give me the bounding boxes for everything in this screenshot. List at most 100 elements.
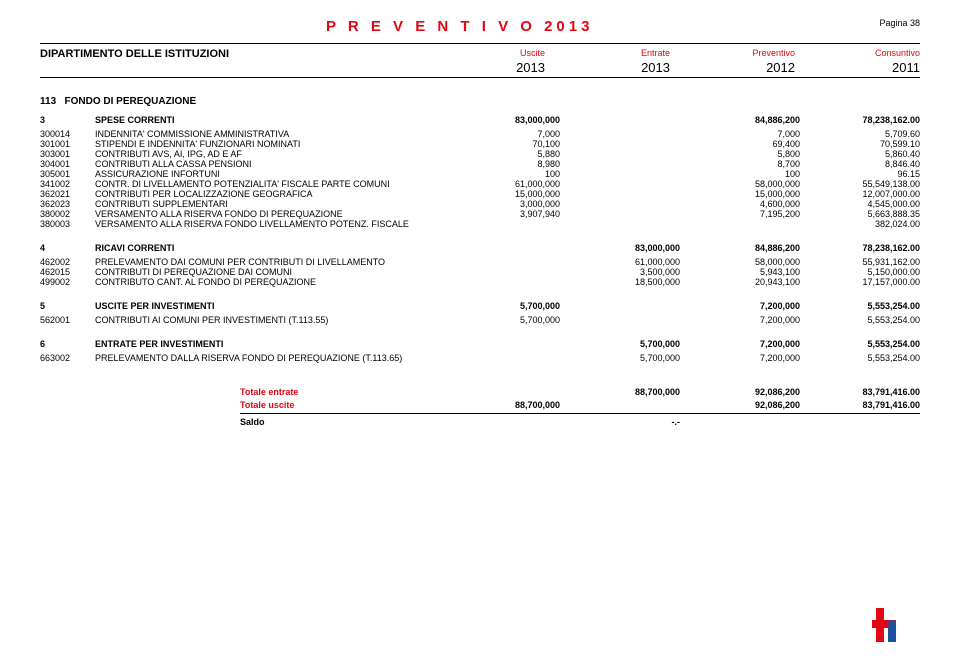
line-label: CONTRIBUTI ALLA CASSA PENSIONI — [95, 159, 440, 169]
group-value — [440, 243, 560, 253]
line-value: 4,600,000 — [680, 199, 800, 209]
group-value: 5,700,000 — [440, 301, 560, 311]
line-value: 58,000,000 — [680, 257, 800, 267]
line-value: 69,400 — [680, 139, 800, 149]
group-value: 7,200,000 — [680, 301, 800, 311]
group-spacer — [40, 287, 920, 297]
total-value — [560, 400, 680, 410]
line-value: 7,000 — [680, 129, 800, 139]
col-preventivo: Preventivo 2012 — [670, 48, 795, 75]
line-code: 380003 — [40, 219, 95, 229]
line-value: 8,700 — [680, 159, 800, 169]
line-label: PRELEVAMENTO DAI COMUNI PER CONTRIBUTI D… — [95, 257, 440, 267]
line-value: 12,007,000.00 — [800, 189, 920, 199]
line-row: 301001STIPENDI E INDENNITA' FUNZIONARI N… — [40, 139, 920, 149]
line-value: 61,000,000 — [440, 179, 560, 189]
line-value — [440, 257, 560, 267]
group-label: SPESE CORRENTI — [95, 115, 440, 125]
line-value — [560, 209, 680, 219]
group-label: RICAVI CORRENTI — [95, 243, 440, 253]
line-label: CONTRIBUTI PER LOCALIZZAZIONE GEOGRAFICA — [95, 189, 440, 199]
line-value: 100 — [440, 169, 560, 179]
line-code: 663002 — [40, 353, 95, 363]
total-value: 83,791,416.00 — [800, 387, 920, 397]
saldo-value — [440, 417, 560, 427]
line-label: VERSAMENTO ALLA RISERVA FONDO DI PEREQUA… — [95, 209, 440, 219]
line-label: PRELEVAMENTO DALLA RISERVA FONDO DI PERE… — [95, 353, 440, 363]
group-value: 84,886,200 — [680, 115, 800, 125]
line-row: 462015CONTRIBUTI DI PEREQUAZIONE DAI COM… — [40, 267, 920, 277]
line-label: CONTRIBUTI AI COMUNI PER INVESTIMENTI (T… — [95, 315, 440, 325]
line-code: 362023 — [40, 199, 95, 209]
line-value: 18,500,000 — [560, 277, 680, 287]
col-year: 2011 — [795, 60, 920, 75]
line-value: 100 — [680, 169, 800, 179]
line-value — [560, 179, 680, 189]
totale-entrate-row: Totale entrate 88,700,000 92,086,200 83,… — [240, 387, 920, 397]
line-code: 305001 — [40, 169, 95, 179]
document-page: P R E V E N T I V O 2013 Pagina 38 DIPAR… — [0, 0, 960, 427]
group-value: 78,238,162.00 — [800, 115, 920, 125]
line-value: 5,800 — [680, 149, 800, 159]
line-value — [560, 315, 680, 325]
line-code: 341002 — [40, 179, 95, 189]
line-value: 5,553,254.00 — [800, 315, 920, 325]
line-code: 303001 — [40, 149, 95, 159]
line-value — [560, 129, 680, 139]
saldo-value — [800, 417, 920, 427]
line-value: 382,024.00 — [800, 219, 920, 229]
department-header-row: DIPARTIMENTO DELLE ISTITUZIONI Uscite 20… — [40, 43, 920, 78]
line-row: 341002CONTR. DI LIVELLAMENTO POTENZIALIT… — [40, 179, 920, 189]
line-row: 380003VERSAMENTO ALLA RISERVA FONDO LIVE… — [40, 219, 920, 229]
total-value: 92,086,200 — [680, 400, 800, 410]
col-consuntivo: Consuntivo 2011 — [795, 48, 920, 75]
line-code: 300014 — [40, 129, 95, 139]
groups-container: 3SPESE CORRENTI83,000,00084,886,20078,23… — [40, 115, 920, 373]
line-label: CONTRIBUTO CANT. AL FONDO DI PEREQUAZION… — [95, 277, 440, 287]
column-headers: Uscite 2013 Entrate 2013 Preventivo 2012… — [420, 48, 920, 75]
col-uscite: Uscite 2013 — [420, 48, 545, 75]
group-value: 7,200,000 — [680, 339, 800, 349]
line-value: 5,553,254.00 — [800, 353, 920, 363]
line-code: 562001 — [40, 315, 95, 325]
col-label: Consuntivo — [795, 48, 920, 58]
line-row: 300014INDENNITA' COMMISSIONE AMMINISTRAT… — [40, 129, 920, 139]
line-value — [560, 189, 680, 199]
line-value: 5,700,000 — [560, 353, 680, 363]
line-value: 5,860.40 — [800, 149, 920, 159]
fondo-label: FONDO DI PEREQUAZIONE — [64, 96, 196, 107]
line-value: 8,980 — [440, 159, 560, 169]
line-value — [560, 149, 680, 159]
line-value: 17,157,000.00 — [800, 277, 920, 287]
line-label: CONTRIBUTI DI PEREQUAZIONE DAI COMUNI — [95, 267, 440, 277]
line-row: 499002CONTRIBUTO CANT. AL FONDO DI PEREQ… — [40, 277, 920, 287]
total-value: 88,700,000 — [560, 387, 680, 397]
line-code: 362021 — [40, 189, 95, 199]
col-label: Preventivo — [670, 48, 795, 58]
col-entrate: Entrate 2013 — [545, 48, 670, 75]
line-label: STIPENDI E INDENNITA' FUNZIONARI NOMINAT… — [95, 139, 440, 149]
line-row: 305001ASSICURAZIONE INFORTUNI10010096.15 — [40, 169, 920, 179]
col-year: 2013 — [420, 60, 545, 75]
line-value: 70,100 — [440, 139, 560, 149]
line-value: 7,195,200 — [680, 209, 800, 219]
totals-block: Totale entrate 88,700,000 92,086,200 83,… — [240, 387, 920, 427]
total-value — [440, 387, 560, 397]
line-row: 663002PRELEVAMENTO DALLA RISERVA FONDO D… — [40, 353, 920, 363]
line-row: 362023CONTRIBUTI SUPPLEMENTARI3,000,0004… — [40, 199, 920, 209]
total-value: 88,700,000 — [440, 400, 560, 410]
group-value: 5,553,254.00 — [800, 301, 920, 311]
line-label: INDENNITA' COMMISSIONE AMMINISTRATIVA — [95, 129, 440, 139]
line-value — [440, 277, 560, 287]
group-value — [440, 339, 560, 349]
line-value: 5,663,888.35 — [800, 209, 920, 219]
col-label: Uscite — [420, 48, 545, 58]
line-label: VERSAMENTO ALLA RISERVA FONDO LIVELLAMEN… — [95, 219, 440, 229]
group-code: 4 — [40, 243, 95, 253]
line-label: CONTRIBUTI AVS, AI, IPG, AD E AF — [95, 149, 440, 159]
group-value: 84,886,200 — [680, 243, 800, 253]
group-spacer — [40, 363, 920, 373]
line-value: 15,000,000 — [680, 189, 800, 199]
line-value: 4,545,000.00 — [800, 199, 920, 209]
total-label: Totale entrate — [240, 387, 440, 397]
